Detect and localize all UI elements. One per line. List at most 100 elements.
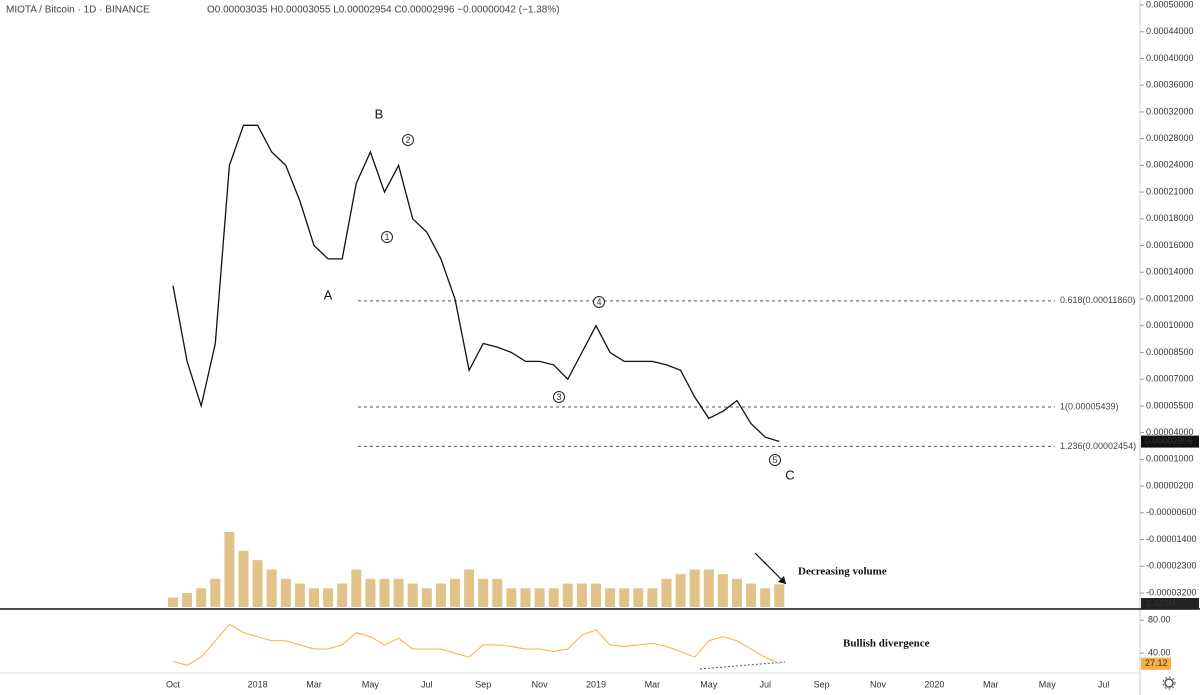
symbol-title[interactable]: MIOTA / Bitcoin · 1D · BINANCE (6, 5, 150, 16)
volume-bar (605, 588, 616, 607)
y-tick-label: -0.00003200 (1146, 587, 1197, 597)
fib-label: 1.236(0.00002454) (1060, 441, 1136, 451)
y-tick-label: 0.00014000 (1146, 267, 1194, 277)
volume-bar (746, 583, 757, 607)
y-tick-label: 0.00005500 (1146, 400, 1194, 410)
volume-bar (464, 569, 475, 607)
y-tick-label: 0.00036000 (1146, 80, 1194, 90)
wave-number: 2 (405, 135, 410, 145)
volume-bar (717, 574, 728, 607)
y-tick-label: 0.00012000 (1146, 293, 1194, 303)
wave-circle (769, 454, 781, 466)
volume-bar (393, 578, 404, 607)
volume-bar (492, 578, 503, 607)
volume-bar (576, 583, 587, 607)
wave-number: 5 (772, 455, 777, 465)
volume-bar (365, 578, 376, 607)
x-tick-label: Sep (814, 679, 830, 689)
x-tick-label: 2018 (248, 679, 268, 689)
volume-bar (619, 588, 630, 607)
volume-bar (266, 569, 277, 607)
volume-bar (633, 588, 644, 607)
rsi-tick-label: 80.00 (1148, 615, 1171, 625)
y-tick-label: 0.00021000 (1146, 186, 1194, 196)
volume-bar (435, 583, 446, 607)
y-tick-label: 0.00000200 (1146, 480, 1194, 490)
volume-bar (294, 583, 305, 607)
volume-bar (168, 597, 178, 607)
x-tick-label: Mar (645, 679, 661, 689)
x-tick-label: Nov (532, 679, 549, 689)
y-tick-label: 0.00050000 (1146, 0, 1194, 9)
volume-bar (196, 588, 207, 607)
rsi-last-label: 27.12 (1145, 658, 1168, 668)
y-tick-label: 0.00040000 (1146, 53, 1194, 63)
x-tick-label: Jul (421, 679, 433, 689)
volume-bar (478, 578, 489, 607)
volume-bar (506, 588, 517, 607)
rsi-tick-label: 40.00 (1148, 647, 1171, 657)
x-tick-label: Jul (1098, 679, 1110, 689)
volume-bar (210, 578, 221, 607)
y-tick-label: 0.00010000 (1146, 320, 1194, 330)
wave-letter: A (324, 287, 333, 302)
volume-bar (661, 578, 672, 607)
volume-bar (224, 532, 235, 607)
volume-bar (280, 578, 291, 607)
volume-bar (647, 588, 658, 607)
x-tick-label: May (1039, 679, 1057, 689)
settings-icon[interactable] (1162, 676, 1176, 690)
fib-label: 0.618(0.00011860) (1060, 295, 1135, 305)
volume-bar (520, 588, 531, 607)
x-tick-label: May (700, 679, 718, 689)
y-tick-label: 0.00001000 (1146, 454, 1194, 464)
volume-bar (703, 569, 714, 607)
wave-circle (381, 231, 393, 243)
y-tick-label: -0.00002300 (1146, 561, 1197, 571)
volume-bar (252, 560, 263, 607)
x-tick-label: Jul (759, 679, 771, 689)
volume-bar (591, 583, 601, 607)
y-tick-label: 0.00028000 (1146, 133, 1194, 143)
ohlc-readout: O0.00003035 H0.00003055 L0.00002954 C0.0… (207, 5, 560, 16)
wave-number: 3 (556, 392, 561, 402)
volume-bar (421, 588, 432, 607)
rsi-line (172, 623, 780, 666)
volume-last-label: 2.422M (1146, 598, 1176, 608)
x-tick-label: Oct (166, 679, 181, 689)
wave-circle (593, 296, 605, 308)
wave-number: 4 (596, 297, 601, 307)
volume-bar (323, 588, 334, 607)
x-tick-label: Mar (306, 679, 322, 689)
volume-bar (548, 588, 559, 607)
volume-bar (675, 574, 686, 607)
volume-bar (407, 583, 418, 607)
y-tick-label: 0.00024000 (1146, 160, 1194, 170)
volume-bar (562, 583, 573, 607)
volume-bar (534, 588, 545, 607)
y-tick-label: 0.00007000 (1146, 374, 1194, 384)
arrow (754, 552, 787, 585)
volume-bar (774, 584, 785, 607)
volume-bar (309, 588, 319, 607)
x-tick-label: Sep (475, 679, 491, 689)
x-tick-label: 2019 (586, 679, 606, 689)
last-price-label: 0.00002996 (1145, 436, 1193, 446)
volume-last-box (1141, 598, 1199, 609)
volume-bar (182, 592, 193, 607)
wave-circle (402, 134, 414, 146)
y-tick-label: 0.00016000 (1146, 240, 1194, 250)
x-tick-label: Nov (870, 679, 887, 689)
y-tick-label: 0.00008500 (1146, 347, 1194, 357)
wave-number: 1 (384, 232, 389, 242)
x-tick-label: May (362, 679, 380, 689)
fib-label: 1(0.00005439) (1060, 401, 1119, 411)
annotation: Decreasing volume (798, 566, 887, 578)
volume-bar (238, 550, 249, 607)
annotation: Bullish divergence (843, 638, 930, 650)
y-tick-label: 0.00018000 (1146, 213, 1194, 223)
y-tick-label: 0.00044000 (1146, 26, 1194, 36)
